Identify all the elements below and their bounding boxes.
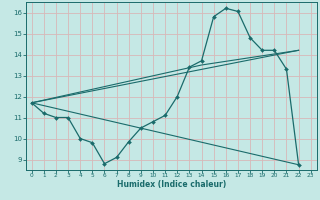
X-axis label: Humidex (Indice chaleur): Humidex (Indice chaleur) [116,180,226,189]
